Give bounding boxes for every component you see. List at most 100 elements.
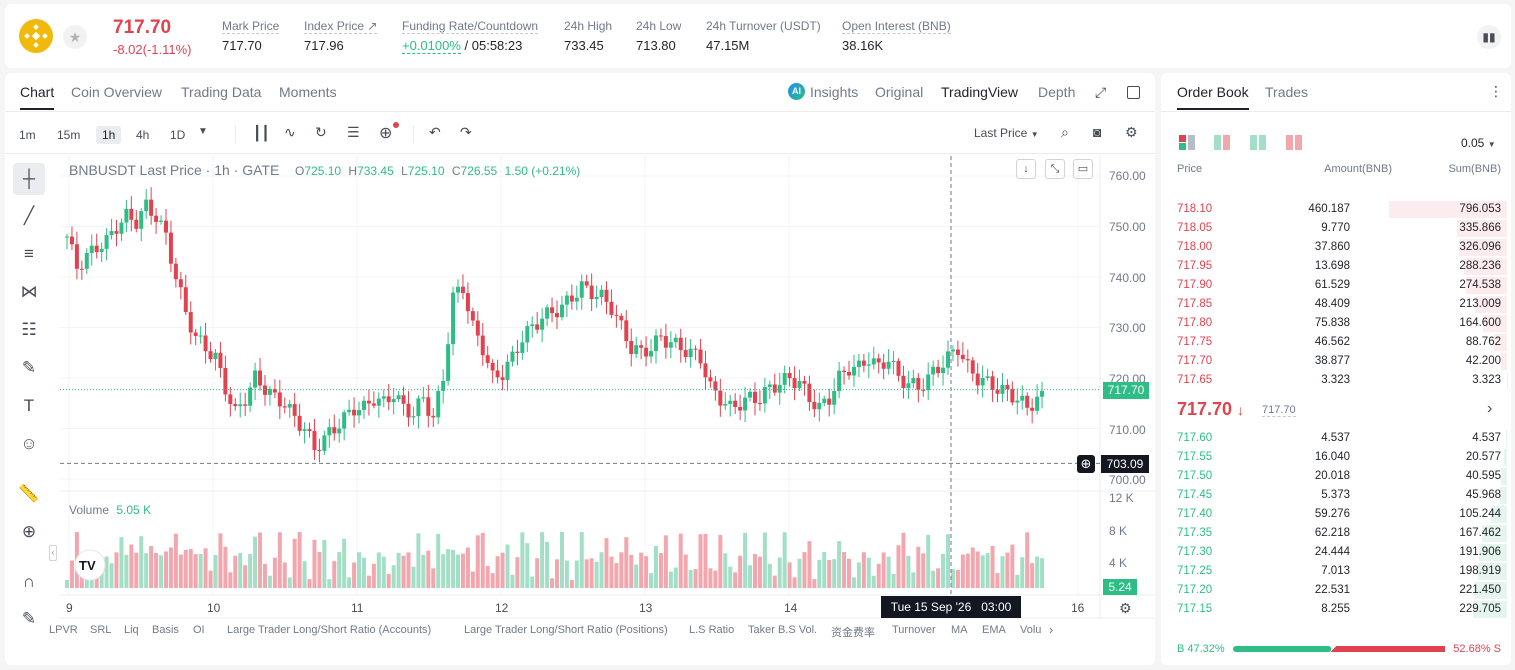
timeframe-dropdown-icon[interactable]: ▼: [198, 126, 208, 137]
text-tool-icon[interactable]: T: [23, 396, 35, 415]
alert-add-icon[interactable]: ⊕: [379, 122, 399, 143]
ask-row[interactable]: 717.80 75.838 164.600: [1161, 314, 1511, 333]
candle-type-icon[interactable]: ┃┃: [253, 125, 270, 141]
collapse-arrows-icon[interactable]: ⤡: [1045, 159, 1065, 179]
undo-icon[interactable]: ↶: [429, 124, 441, 140]
indicator-basis[interactable]: Basis: [152, 624, 179, 636]
tab-coin-overview[interactable]: Coin Overview: [71, 84, 163, 100]
tab-moments[interactable]: Moments: [279, 84, 337, 100]
ask-row[interactable]: 717.95 13.698 288.236: [1161, 257, 1511, 276]
stat-label[interactable]: Mark Price: [222, 19, 280, 34]
indicator-ls-ratio[interactable]: L.S Ratio: [689, 624, 735, 636]
indicator-liq[interactable]: Liq: [124, 624, 139, 636]
pattern-tool-icon[interactable]: ⋈: [20, 282, 38, 301]
stat-label[interactable]: Index Price ↗: [304, 19, 378, 34]
view-sells-icon[interactable]: [1286, 135, 1302, 150]
indicator-ma[interactable]: MA: [951, 624, 968, 636]
price-source-select[interactable]: Last Price ▼: [974, 126, 1039, 140]
indicator-taker-vol[interactable]: Taker B.S Vol.: [748, 624, 818, 636]
zoom-in-tool-icon[interactable]: ⊕: [21, 522, 37, 541]
ask-row[interactable]: 717.90 61.529 274.538: [1161, 276, 1511, 295]
timeframe-1d[interactable]: 1D: [170, 128, 186, 142]
more-menu-icon[interactable]: ⋮: [1489, 83, 1503, 99]
indicator-ls-positions[interactable]: Large Trader Long/Short Ratio (Positions…: [464, 624, 668, 636]
stat-label[interactable]: Open Interest (BNB): [842, 19, 951, 34]
tab-tradingview[interactable]: TradingView: [941, 84, 1019, 100]
horizontal-lines-tool-icon[interactable]: ≡: [24, 244, 34, 263]
indicator-turnover[interactable]: Turnover: [892, 624, 936, 636]
indicators-icon[interactable]: ∿: [284, 124, 296, 140]
templates-icon[interactable]: ☰: [347, 124, 360, 140]
candlestick-chart[interactable]: TV: [5, 73, 1155, 665]
mid-mark-price[interactable]: 717.70: [1262, 404, 1296, 417]
indicator-lpvr[interactable]: LPVR: [49, 624, 78, 636]
camera-icon[interactable]: ◙: [1093, 124, 1102, 140]
maximize-icon[interactable]: ▭: [1073, 159, 1093, 179]
indicator-ls-accounts[interactable]: Large Trader Long/Short Ratio (Accounts): [227, 624, 432, 636]
bid-row[interactable]: 717.40 59.276 105.244: [1161, 505, 1511, 524]
candle-body: [74, 244, 79, 269]
bid-row[interactable]: 717.50 20.018 40.595: [1161, 467, 1511, 486]
bid-row[interactable]: 717.60 4.537 4.537: [1161, 429, 1511, 448]
bid-row[interactable]: 717.20 22.531 221.450: [1161, 581, 1511, 600]
lock-drawing-icon[interactable]: ✎: [21, 609, 37, 628]
view-buys-icon[interactable]: [1250, 135, 1266, 150]
ask-row[interactable]: 717.65 3.323 3.323: [1161, 371, 1511, 390]
brush-tool-icon[interactable]: ✎: [21, 358, 37, 377]
precision-select[interactable]: 0.05 ▼: [1461, 136, 1496, 150]
tab-trades[interactable]: Trades: [1265, 84, 1309, 100]
bid-row[interactable]: 717.55 16.040 20.577: [1161, 448, 1511, 467]
tab-depth[interactable]: Depth: [1038, 84, 1076, 100]
bid-row[interactable]: 717.15 8.255 229.705: [1161, 600, 1511, 619]
timeframe-4h[interactable]: 4h: [136, 128, 150, 142]
bid-row[interactable]: 717.45 5.373 45.968: [1161, 486, 1511, 505]
tab-insights[interactable]: Insights: [810, 84, 859, 100]
timeframe-15m[interactable]: 15m: [57, 128, 81, 142]
ask-row[interactable]: 718.10 460.187 796.053: [1161, 200, 1511, 219]
trendline-tool-icon[interactable]: ╱: [23, 206, 35, 225]
redo-icon[interactable]: ↷: [460, 124, 472, 140]
collapse-toolbar-icon[interactable]: ‹: [49, 545, 57, 561]
timeframe-1h[interactable]: 1h: [96, 126, 122, 144]
bid-row[interactable]: 717.30 24.444 191.906: [1161, 543, 1511, 562]
ask-row[interactable]: 717.70 38.877 42.200: [1161, 352, 1511, 371]
mid-price[interactable]: 717.70 ↓: [1177, 399, 1244, 420]
add-alert-icon[interactable]: ⊕: [1077, 455, 1095, 473]
book-icon[interactable]: ▮▮: [1477, 25, 1501, 49]
tab-trading-data[interactable]: Trading Data: [181, 84, 262, 100]
chevron-right-icon[interactable]: ›: [1049, 622, 1054, 637]
magnet-tool-icon[interactable]: ∩: [22, 572, 36, 591]
bid-row[interactable]: 717.25 7.013 198.919: [1161, 562, 1511, 581]
funding-rate-value[interactable]: +0.0100%: [402, 38, 461, 54]
expand-icon[interactable]: ⤢: [1095, 84, 1107, 100]
ruler-tool-icon[interactable]: 📏: [18, 484, 40, 503]
ask-row[interactable]: 717.85 48.409 213.009: [1161, 295, 1511, 314]
axis-settings-icon[interactable]: ⚙: [1119, 600, 1132, 616]
favorite-star-icon[interactable]: ★: [63, 25, 87, 49]
indicator-funding-rate[interactable]: 资金费率: [831, 627, 875, 639]
indicator-volume[interactable]: Volu: [1020, 624, 1042, 636]
timeframe-1m[interactable]: 1m: [19, 128, 36, 142]
view-buys-sells-icon[interactable]: [1214, 135, 1230, 150]
tab-original[interactable]: Original: [875, 84, 924, 100]
indicator-srl[interactable]: SRL: [90, 624, 112, 636]
gear-icon[interactable]: ⚙: [1125, 124, 1138, 140]
fib-tool-icon[interactable]: ☷: [21, 320, 37, 339]
search-icon[interactable]: ⌕: [1061, 124, 1069, 140]
ask-row[interactable]: 717.75 46.562 88.762: [1161, 333, 1511, 352]
view-both-icon[interactable]: [1179, 135, 1195, 150]
indicator-ema[interactable]: EMA: [982, 624, 1006, 636]
indicator-oi[interactable]: OI: [193, 624, 205, 636]
compare-icon[interactable]: ↻: [315, 124, 327, 140]
bid-row[interactable]: 717.35 62.218 167.462: [1161, 524, 1511, 543]
stat-label[interactable]: Funding Rate/Countdown: [402, 19, 539, 34]
ask-row[interactable]: 718.05 9.770 335.866: [1161, 219, 1511, 238]
tab-order-book[interactable]: Order Book: [1177, 84, 1249, 110]
tab-chart[interactable]: Chart: [20, 84, 55, 110]
ask-row[interactable]: 718.00 37.860 326.096: [1161, 238, 1511, 257]
emoji-tool-icon[interactable]: ☺: [20, 434, 38, 453]
scroll-down-icon[interactable]: ↓: [1016, 159, 1036, 179]
crosshair-tool-icon[interactable]: ┼: [13, 163, 45, 195]
chevron-right-icon[interactable]: ›: [1487, 400, 1493, 417]
window-icon[interactable]: [1127, 86, 1140, 99]
